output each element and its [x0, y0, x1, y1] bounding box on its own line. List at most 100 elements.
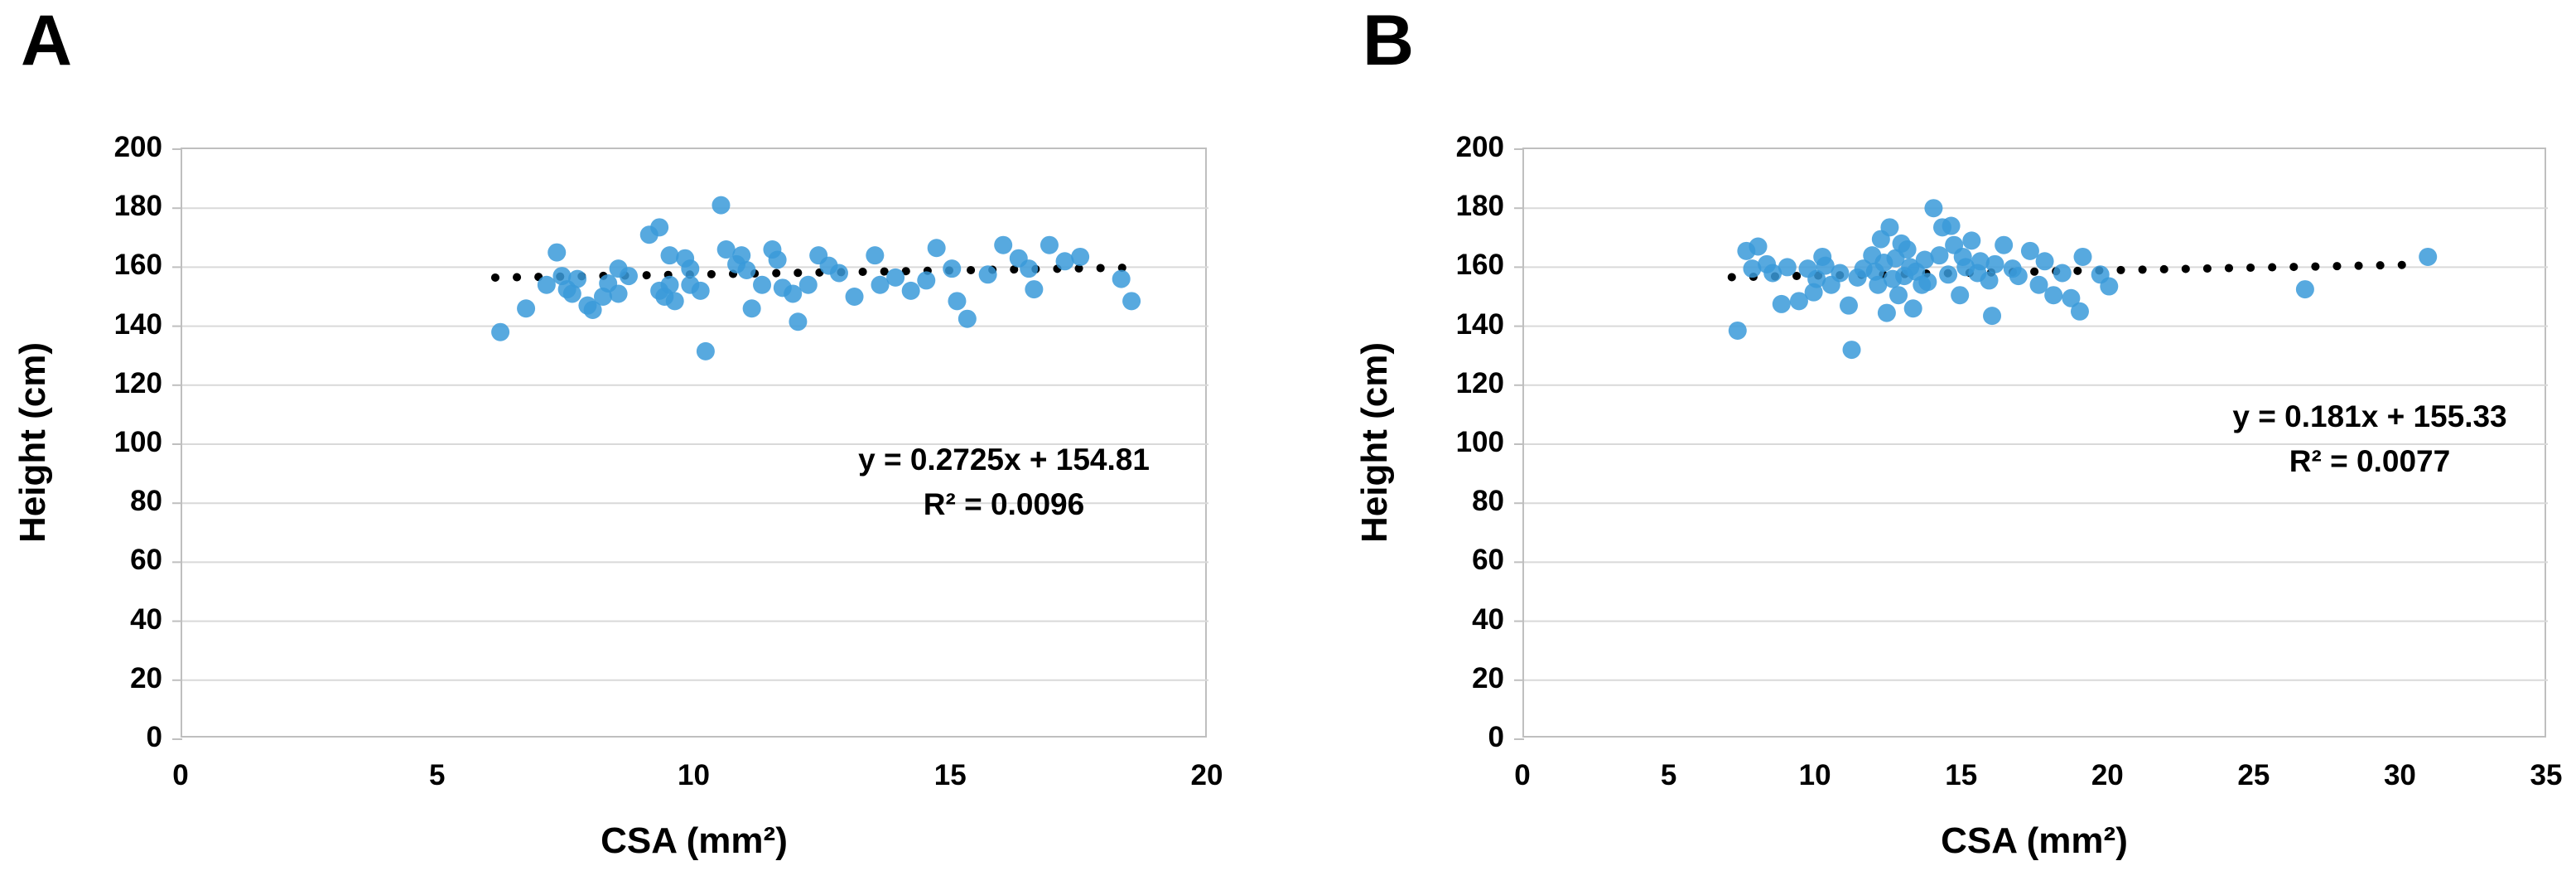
- plot-area-b: y = 0.181x + 155.33 R² = 0.0077: [1514, 148, 2548, 740]
- data-point: [943, 259, 962, 278]
- data-point: [1728, 321, 1747, 340]
- data-point: [1995, 235, 2014, 254]
- panel-a: A Height (cm) y = 0.2725x + 154.81 R² = …: [12, 5, 1223, 861]
- data-point: [2295, 280, 2314, 299]
- data-point: [1071, 247, 1090, 266]
- data-point: [1807, 269, 1826, 288]
- x-tick-label: 15: [1945, 759, 1978, 791]
- trendline: [490, 263, 1141, 282]
- data-point: [1789, 292, 1808, 311]
- y-tick-label: 20: [130, 661, 162, 694]
- data-point: [696, 341, 715, 360]
- x-tick-label: 5: [429, 759, 446, 791]
- panel-b-label: B: [1363, 1, 1415, 80]
- data-point: [917, 271, 936, 290]
- data-point: [2020, 241, 2039, 260]
- data-point: [871, 275, 890, 294]
- x-tick-label: 25: [2237, 759, 2270, 791]
- data-point: [1962, 231, 1981, 250]
- data-point: [1951, 286, 1970, 305]
- y-tick-label: 0: [1488, 721, 1504, 753]
- y-tick-label: 120: [1455, 366, 1504, 399]
- data-point: [2070, 302, 2089, 321]
- data-point: [568, 269, 587, 288]
- data-point: [1915, 250, 1934, 269]
- y-tick-label: 0: [146, 721, 162, 753]
- data-point: [845, 288, 864, 306]
- y-tick-label: 120: [113, 366, 162, 399]
- data-point: [660, 275, 679, 294]
- data-point: [1869, 275, 1888, 294]
- data-point: [732, 246, 751, 265]
- data-point: [1763, 264, 1782, 283]
- trendline: [1727, 260, 2421, 282]
- y-tick-label: 180: [113, 190, 162, 223]
- data-point: [927, 239, 946, 258]
- y-tick-label: 80: [1472, 485, 1504, 518]
- data-point: [609, 284, 628, 303]
- data-point: [1839, 296, 1858, 315]
- data-point: [1749, 237, 1768, 256]
- data-point: [1020, 259, 1039, 278]
- x-tick-label: 20: [2091, 759, 2124, 791]
- data-point: [2009, 267, 2028, 286]
- x-axis-title-b: CSA (mm²): [1941, 820, 2128, 861]
- data-point: [1971, 252, 1990, 271]
- data-point: [1942, 216, 1961, 235]
- data-point: [1778, 258, 1797, 277]
- data-point: [2419, 247, 2438, 266]
- data-point: [681, 259, 700, 278]
- y-tick-label: 60: [130, 544, 162, 577]
- data-point: [491, 322, 510, 341]
- data-point: [2053, 264, 2072, 283]
- data-point: [901, 281, 920, 300]
- data-point: [798, 275, 818, 294]
- y-tick-label: 180: [1455, 190, 1504, 223]
- scatter-svg: [1514, 148, 2548, 740]
- data-point: [994, 235, 1013, 254]
- x-tick-label: 30: [2383, 759, 2416, 791]
- y-tick-label: 140: [113, 307, 162, 341]
- data-point: [650, 218, 669, 237]
- data-point: [789, 312, 808, 331]
- data-point: [1025, 280, 1044, 299]
- y-tick-label: 160: [1455, 249, 1504, 282]
- data-point: [712, 196, 731, 215]
- data-point: [2073, 247, 2092, 266]
- data-point: [1939, 265, 1958, 284]
- x-tick-label: 5: [1660, 759, 1677, 791]
- data-point: [1040, 235, 1059, 254]
- data-point: [784, 284, 803, 303]
- x-tick-label: 10: [678, 759, 710, 791]
- y-tick-label: 100: [1455, 426, 1504, 458]
- data-point: [1985, 254, 2004, 273]
- data-point: [1903, 299, 1922, 318]
- x-tick-label: 15: [933, 759, 967, 791]
- data-point: [737, 260, 756, 279]
- y-tick-label: 100: [113, 426, 162, 458]
- data-point: [1816, 256, 1835, 275]
- x-tick-label: 0: [1514, 759, 1531, 791]
- regression-annotation-b: y = 0.181x + 155.33 R² = 0.0077: [2232, 394, 2506, 484]
- plot-area-a: y = 0.2725x + 154.81 R² = 0.0096: [172, 148, 1208, 740]
- x-tick-label: 0: [172, 759, 189, 791]
- y-axis-tick-labels-b: 200 180 160 140 120 100 80 60 40 20 0: [1383, 131, 1504, 753]
- panel-b: B Height (cm) y = 0.181x + 155.33 R² = 0…: [1354, 5, 2562, 861]
- data-point: [2044, 286, 2063, 305]
- data-point: [886, 268, 905, 287]
- data-point: [1930, 246, 1949, 265]
- data-point: [1831, 264, 1850, 283]
- equation-text-b: y = 0.181x + 155.33: [2232, 399, 2507, 433]
- data-point: [537, 275, 556, 294]
- data-point: [583, 301, 602, 320]
- y-tick-label: 80: [130, 485, 162, 518]
- y-tick-label: 160: [113, 249, 162, 282]
- y-tick-label: 20: [1472, 661, 1504, 694]
- data-point: [742, 299, 761, 318]
- data-point: [691, 281, 710, 300]
- y-tick-label: 140: [1455, 307, 1504, 341]
- data-point: [768, 250, 787, 269]
- x-tick-label: 10: [1798, 759, 1831, 791]
- y-tick-label: 200: [1455, 131, 1504, 163]
- data-point: [716, 240, 736, 259]
